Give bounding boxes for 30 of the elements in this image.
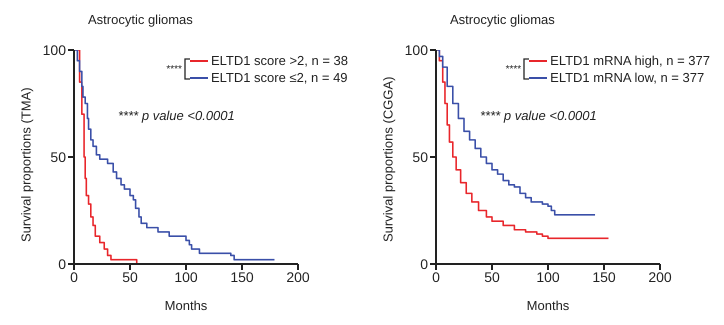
y-tick-label: 100 bbox=[404, 42, 428, 58]
x-tick-label: 0 bbox=[70, 268, 78, 285]
y-axis-title: Survival proportions (CGGA) bbox=[380, 76, 396, 242]
y-tick-label: 50 bbox=[412, 148, 428, 165]
legend-label: ELTD1 mRNA low, n = 377 bbox=[550, 69, 704, 86]
x-tick-label: 200 bbox=[648, 268, 672, 285]
x-tick-label: 100 bbox=[174, 268, 198, 285]
legend-label: ELTD1 mRNA high, n = 377 bbox=[550, 52, 710, 69]
annotation: **** p value <0.0001 bbox=[118, 108, 235, 123]
legend-label: ELTD1 score >2, n = 38 bbox=[210, 52, 348, 69]
x-tick-label: 150 bbox=[592, 268, 616, 285]
y-tick-label: 0 bbox=[58, 256, 66, 272]
x-tick-label: 100 bbox=[536, 268, 560, 285]
x-axis-title: Months bbox=[164, 298, 208, 313]
y-tick-label: 100 bbox=[42, 42, 66, 58]
chart-title: Astrocytic gliomas bbox=[88, 12, 193, 27]
x-tick-label: 0 bbox=[432, 268, 440, 285]
x-tick-label: 50 bbox=[484, 268, 500, 285]
legend-label: ELTD1 score ≤2, n = 49 bbox=[210, 69, 348, 86]
y-tick-label: 0 bbox=[420, 256, 428, 272]
x-tick-label: 200 bbox=[286, 268, 310, 285]
annotation: **** bbox=[506, 64, 522, 74]
y-tick-label: 50 bbox=[50, 148, 66, 165]
chart-title: Astrocytic gliomas bbox=[450, 12, 555, 27]
y-axis-title: Survival proportions (TMA) bbox=[18, 87, 34, 242]
annotation: **** p value <0.0001 bbox=[480, 108, 597, 123]
x-tick-label: 50 bbox=[122, 268, 138, 285]
x-tick-label: 150 bbox=[230, 268, 254, 285]
annotation: **** bbox=[166, 64, 182, 74]
x-axis-title: Months bbox=[526, 298, 570, 313]
